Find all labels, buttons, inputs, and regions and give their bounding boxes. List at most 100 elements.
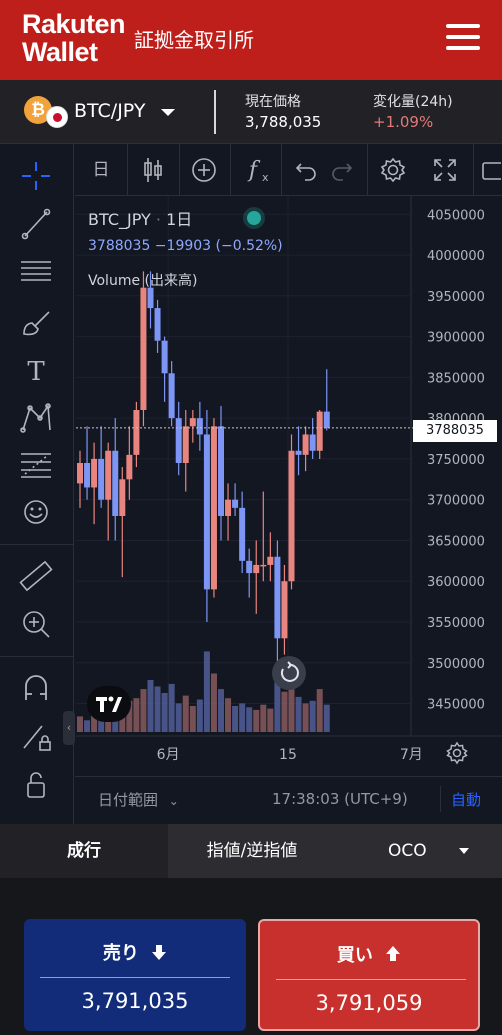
magnet-icon[interactable] [16,670,56,706]
y-tick-label: 3550000 [427,616,485,631]
volume-bar [239,703,246,732]
text-icon[interactable]: T [16,352,56,388]
volume-bar [267,708,274,732]
arrow-down-icon [151,943,167,966]
svg-text:x: x [262,171,269,184]
ruler-icon[interactable] [16,558,56,594]
axis-settings-icon[interactable] [444,740,470,766]
y-tick-label: 3850000 [427,371,485,386]
undo-icon[interactable] [285,150,325,190]
divider [214,90,216,134]
candle-body [267,556,274,565]
volume-bar [260,704,267,732]
y-tick-label: 3450000 [427,698,485,713]
candle-body [98,458,105,500]
pair-select[interactable]: BTC/JPY [74,100,146,122]
fib-lines-icon[interactable] [16,446,56,482]
interval-select[interactable]: 日 [92,160,110,180]
unlock-icon[interactable] [16,766,56,802]
candle-body [189,418,196,427]
hamburger-menu-icon[interactable] [446,22,482,52]
candle-body [147,287,154,309]
x-tick-label: 15 [279,747,297,763]
candle-body [225,499,232,516]
change-24h-label: 変化量(24h) [373,94,453,110]
add-indicator-icon[interactable] [184,150,224,190]
chevron-down-icon: ⌄ [168,794,179,808]
volume-bar [119,707,126,732]
volume-bar [323,704,330,732]
volume-bar [77,716,83,732]
volume-bar [295,696,302,732]
candle-body [140,287,147,410]
y-tick-label: 3600000 [427,575,485,590]
candle-body [323,411,330,428]
volume-bar [154,686,161,732]
crosshair-icon[interactable] [16,158,56,194]
pattern-icon[interactable] [16,400,56,436]
drawing-toolbar: T [0,144,74,824]
buy-label-row: 買い [260,941,478,968]
emoji-icon[interactable] [16,494,56,530]
chevron-down-icon[interactable] [161,109,175,116]
x-tick-label: 7月 [400,747,423,763]
candle-body [302,434,309,455]
tab-oco-order[interactable]: OCO [336,824,502,878]
candle-body [168,373,175,419]
chevron-down-icon[interactable] [459,848,469,854]
candlestick-chart[interactable]: 4050000400000039500003900000385000038000… [76,196,502,776]
svg-text:T: T [27,357,45,387]
chart-legend-title: BTC_JPY · 1日 [88,206,192,230]
candle-body [274,556,281,639]
sell-button[interactable]: 売り 3,791,035 [24,919,246,1031]
exchange-subtitle: 証拠金取引所 [134,28,254,52]
fullscreen-icon[interactable] [425,150,465,190]
volume-bar [203,651,210,732]
volume-bar [281,691,288,732]
auto-scale-button[interactable]: 自動 [451,791,482,809]
redo-icon[interactable] [323,150,363,190]
camera-icon[interactable] [477,150,501,190]
collapse-toolbar-icon[interactable]: ‹ [63,711,75,745]
sell-label: 売り [102,943,139,964]
volume-bar [161,693,168,732]
volume-bar [225,698,232,732]
candle-body [105,450,112,500]
date-range-label: 日付範囲 [98,791,159,809]
app-header: Rakuten Wallet 証拠金取引所 [0,0,502,80]
tab-limit-stop-order[interactable]: 指値/逆指値 [168,824,336,878]
reset-chart-icon[interactable] [272,656,306,690]
horizontal-lines-icon[interactable] [16,254,56,290]
legend-symbol: BTC_JPY [88,210,151,229]
y-tick-label: 4000000 [427,249,485,264]
candle-body [203,434,210,590]
volume-bar [133,698,140,732]
candle-body [281,581,288,639]
trend-line-icon[interactable] [16,206,56,242]
chart-bottom-bar [75,776,502,824]
lock-edit-icon[interactable] [16,718,56,754]
current-price-value: 3,788,035 [245,113,322,131]
candle-body [309,434,316,451]
brush-icon[interactable] [16,304,56,340]
time-readout: 17:38:03 (UTC+9) [272,790,408,808]
volume-bar [316,689,323,732]
tab-oco-label: OCO [388,841,427,861]
buy-button[interactable]: 買い 3,791,059 [258,919,480,1031]
candle-body [154,308,161,341]
volume-bar [91,713,98,732]
zoom-in-icon[interactable] [16,606,56,642]
candlestick-icon[interactable] [133,150,173,190]
date-range-select[interactable]: 日付範囲 ⌄ [98,789,179,810]
y-tick-label: 3750000 [427,453,485,468]
tab-market-order[interactable]: 成行 [0,824,168,878]
market-status-dot [247,211,261,225]
settings-gear-icon[interactable] [373,150,413,190]
candle-body [260,564,267,567]
candle-body [196,418,203,435]
volume-bar [196,699,203,732]
tradingview-logo[interactable] [87,686,131,722]
volume-bar [84,720,91,732]
